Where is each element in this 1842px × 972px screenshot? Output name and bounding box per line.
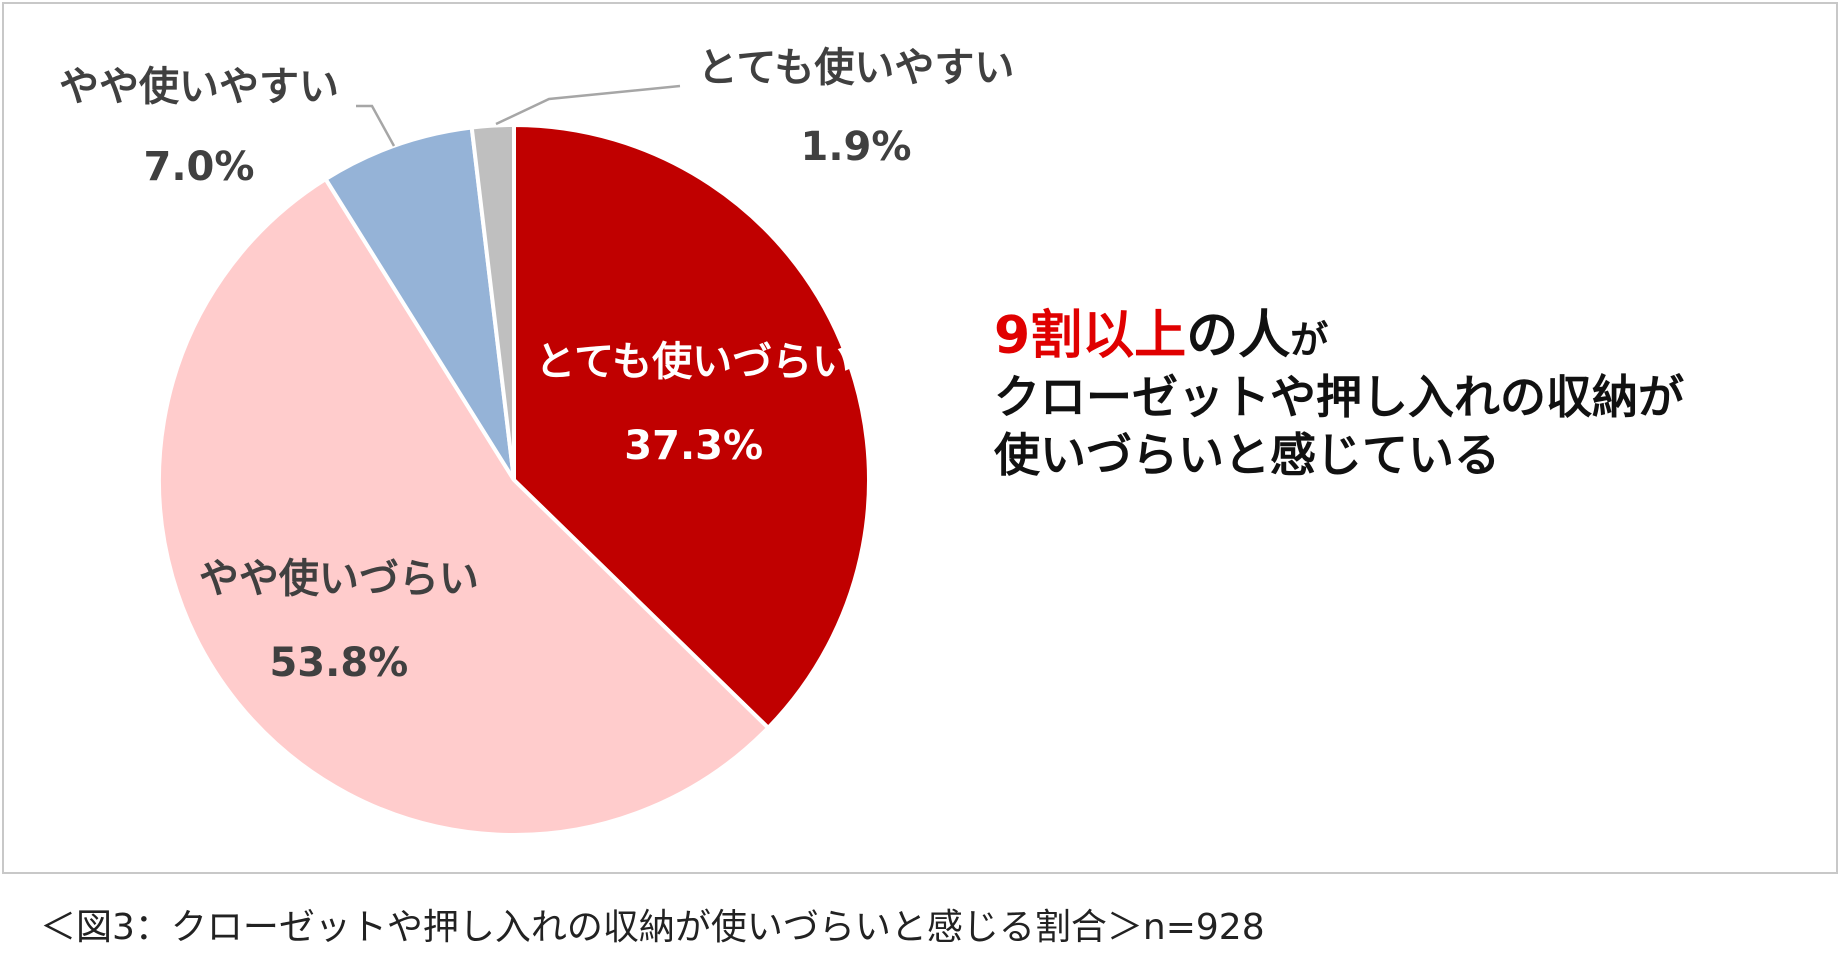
- headline: 9割以上の人が クローゼットや押し入れの収納が 使いづらいと感じている: [994, 304, 1794, 484]
- slice-4: [469, 122, 516, 481]
- slice-1-category-label: とても使いづらい: [535, 339, 852, 385]
- slice-1-value-label: 37.3%: [624, 423, 763, 469]
- slice-4-category-label: とても使いやすい: [698, 45, 1015, 91]
- pie-chart: とても使いづらい 37.3% やや使いづらい 53.8% やや使いやすい 7.0% とても使…: [59, 45, 1014, 837]
- slice-2: [157, 176, 771, 837]
- slice-1: [512, 122, 871, 731]
- slice-labels: とても使いづらい 37.3% やや使いづらい 53.8% やや使いやすい 7.0% とても使…: [59, 45, 1014, 686]
- figure-caption: ＜図3：クローゼットや押し入れの収納が使いづらいと感じる割合＞n=928: [40, 907, 1265, 948]
- headline-accent: 9割以上: [994, 306, 1187, 366]
- slice-3-value-label: 7.0%: [144, 144, 255, 190]
- leader-lines: [356, 84, 681, 147]
- slice-3: [322, 125, 516, 482]
- headline-tail: が: [1290, 318, 1329, 362]
- pie-slices: [157, 122, 871, 837]
- slice-2-category-label: やや使いづらい: [199, 556, 479, 602]
- slice-3-leader-line: [356, 104, 396, 147]
- slice-3-category-label: やや使いやすい: [59, 64, 339, 110]
- headline-mid: の人: [1186, 306, 1291, 366]
- slice-2-value-label: 53.8%: [269, 640, 408, 686]
- headline-line-2: クローゼットや押し入れの収納が: [994, 370, 1684, 424]
- headline-line-3: 使いづらいと感じている: [994, 427, 1500, 482]
- slice-4-value-label: 1.9%: [801, 124, 912, 170]
- slice-4-leader-line: [495, 84, 681, 126]
- chart-frame: とても使いづらい 37.3% やや使いづらい 53.8% やや使いやすい 7.0% とても使…: [2, 2, 1838, 874]
- headline-line-1: 9割以上の人が: [994, 304, 1794, 369]
